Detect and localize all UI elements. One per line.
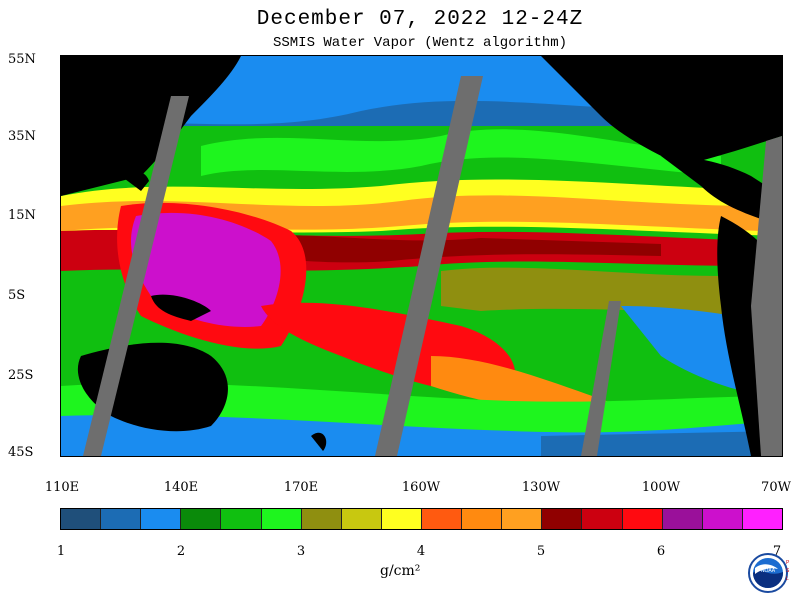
svg-text:P: P [786,560,790,566]
colorbar-tick-5: 5 [537,544,545,559]
lon-label-110e: 110E [45,480,79,495]
colorbar-swatch [703,509,743,529]
lat-label-35n: 35N [8,129,36,144]
lat-label-15n: 15N [8,208,36,223]
colorbar-swatch [141,509,181,529]
colorbar-swatch [623,509,663,529]
colorbar-swatch [743,509,782,529]
lon-label-70w: 70W [761,480,791,495]
noaa-logo: NOAA P S L [748,552,790,594]
colorbar-tick-4: 4 [417,544,425,559]
water-vapor-field [61,56,782,456]
lat-label-25s: 25S [8,368,33,383]
colorbar [60,508,783,530]
colorbar-swatch [462,509,502,529]
map-title: December 07, 2022 12-24Z [0,8,800,31]
colorbar-swatch [262,509,302,529]
colorbar-tick-6: 6 [657,544,665,559]
colorbar-swatch [422,509,462,529]
colorbar-tick-1: 1 [57,544,65,559]
water-vapor-map [60,55,783,457]
colorbar-swatch [382,509,422,529]
colorbar-tick-2: 2 [177,544,185,559]
svg-text:S: S [786,568,790,574]
colorbar-swatch [101,509,141,529]
colorbar-swatch [502,509,542,529]
colorbar-tick-3: 3 [297,544,305,559]
lon-label-100w: 100W [642,480,680,495]
lon-label-130w: 130W [522,480,560,495]
colorbar-swatch [582,509,622,529]
colorbar-swatch [181,509,221,529]
lon-label-160w: 160W [402,480,440,495]
colorbar-swatch [302,509,342,529]
colorbar-swatch [61,509,101,529]
lat-label-45s: 45S [8,445,33,460]
colorbar-swatch [663,509,703,529]
svg-text:NOAA: NOAA [761,568,776,574]
map-subtitle: SSMIS Water Vapor (Wentz algorithm) [0,35,800,51]
colorbar-swatch [342,509,382,529]
svg-text:L: L [786,576,789,582]
colorbar-unit-label: g/cm² [380,563,420,579]
lon-label-170e: 170E [284,480,318,495]
lat-label-5s: 5S [8,288,25,303]
colorbar-swatch [542,509,582,529]
lon-label-140e: 140E [164,480,198,495]
lat-label-55n: 55N [8,52,36,67]
colorbar-swatch [221,509,261,529]
